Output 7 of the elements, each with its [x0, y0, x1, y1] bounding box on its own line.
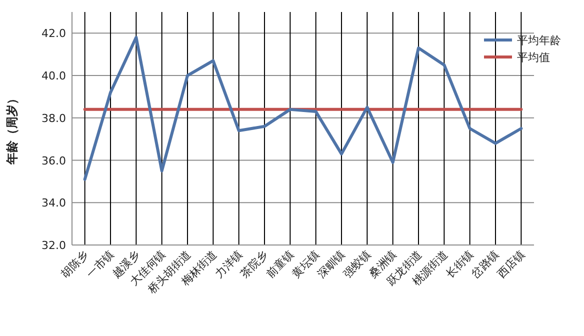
y-tick-label: 32.0: [42, 239, 66, 252]
y-tick-label: 40.0: [42, 70, 66, 83]
y-tick-label: 34.0: [42, 196, 66, 210]
y-tick-label: 42.0: [42, 27, 66, 40]
y-tick-label: 38.0: [42, 112, 66, 125]
y-axis-title: 年龄（周岁）: [5, 92, 19, 166]
y-tick-label: 36.0: [42, 154, 66, 168]
